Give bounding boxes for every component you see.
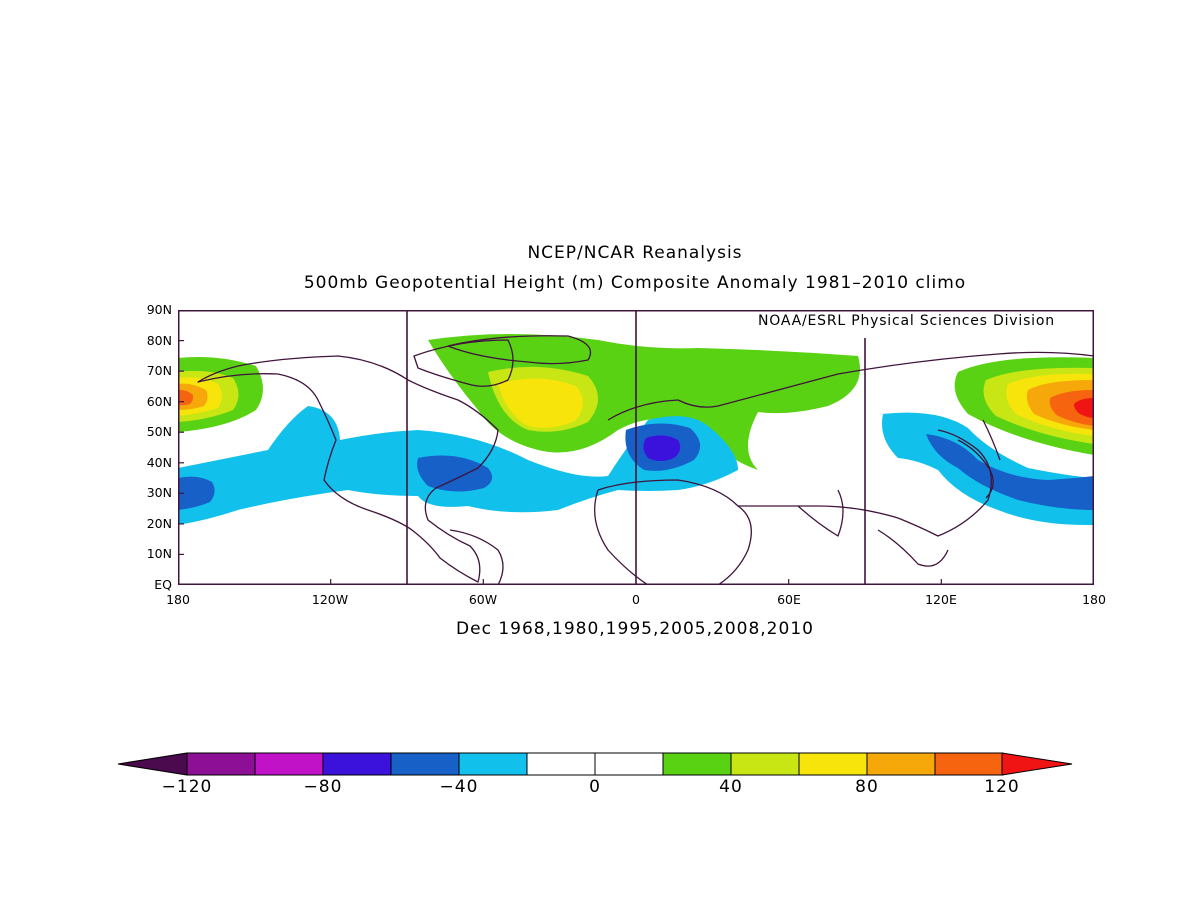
- colorbar-label: −40: [439, 777, 479, 797]
- negative-anomaly-cores: [178, 423, 1094, 510]
- positive-anomaly-aleutian: [178, 357, 263, 432]
- anomaly-map: [178, 310, 1094, 585]
- x-tick-label: 180: [166, 592, 190, 607]
- y-tick-label: 30N: [146, 485, 172, 500]
- y-tick-label: 70N: [146, 363, 172, 378]
- x-tick-label: 120W: [311, 592, 349, 607]
- positive-anomaly-kamchatka: [954, 357, 1094, 455]
- x-tick-label: 180: [1082, 592, 1106, 607]
- positive-anomaly-greenland: [428, 334, 860, 470]
- colorbar: [117, 752, 1073, 776]
- colorbar-label: 40: [719, 777, 743, 797]
- map-frame: [178, 310, 1094, 585]
- y-tick-label: 40N: [146, 455, 172, 470]
- y-tick-label: EQ: [154, 577, 172, 592]
- colorbar-label: 0: [589, 777, 601, 797]
- colorbar-swatch: [322, 752, 392, 776]
- colorbar-swatch: [254, 752, 324, 776]
- chart-subtitle: 500mb Geopotential Height (m) Composite …: [303, 273, 967, 293]
- colorbar-swatch: [662, 752, 732, 776]
- y-tick-label: 50N: [146, 424, 172, 439]
- x-tick-label: 60E: [777, 592, 801, 607]
- colorbar-swatch: [730, 752, 800, 776]
- y-tick-label: 10N: [146, 546, 172, 561]
- colorbar-swatch: [866, 752, 936, 776]
- colorbar-label: −120: [161, 777, 213, 797]
- colorbar-swatch: [798, 752, 868, 776]
- x-tick-label: 0: [632, 592, 640, 607]
- colorbar-label: 120: [984, 777, 1020, 797]
- y-tick-label: 60N: [146, 394, 172, 409]
- colorbar-swatch: [390, 752, 460, 776]
- colorbar-swatch: [458, 752, 528, 776]
- meridian-lines: [406, 310, 866, 585]
- y-tick-label: 20N: [146, 516, 172, 531]
- y-tick-label: 90N: [146, 302, 172, 317]
- colorbar-left-arrow: [117, 752, 188, 776]
- composite-caption: Dec 1968,1980,1995,2005,2008,2010: [456, 619, 814, 639]
- chart-title: NCEP/NCAR Reanalysis: [527, 243, 743, 263]
- colorbar-swatch: [186, 752, 256, 776]
- y-tick-label: 80N: [146, 333, 172, 348]
- credit-label: NOAA/ESRL Physical Sciences Division: [758, 313, 1055, 329]
- colorbar-label: −80: [303, 777, 343, 797]
- colorbar-swatch: [526, 752, 596, 776]
- x-tick-label: 60W: [468, 592, 498, 607]
- colorbar-swatch: [594, 752, 664, 776]
- x-tick-label: 120E: [925, 592, 957, 607]
- colorbar-label: 80: [855, 777, 879, 797]
- colorbar-swatch: [934, 752, 1004, 776]
- colorbar-right-arrow: [1001, 752, 1073, 776]
